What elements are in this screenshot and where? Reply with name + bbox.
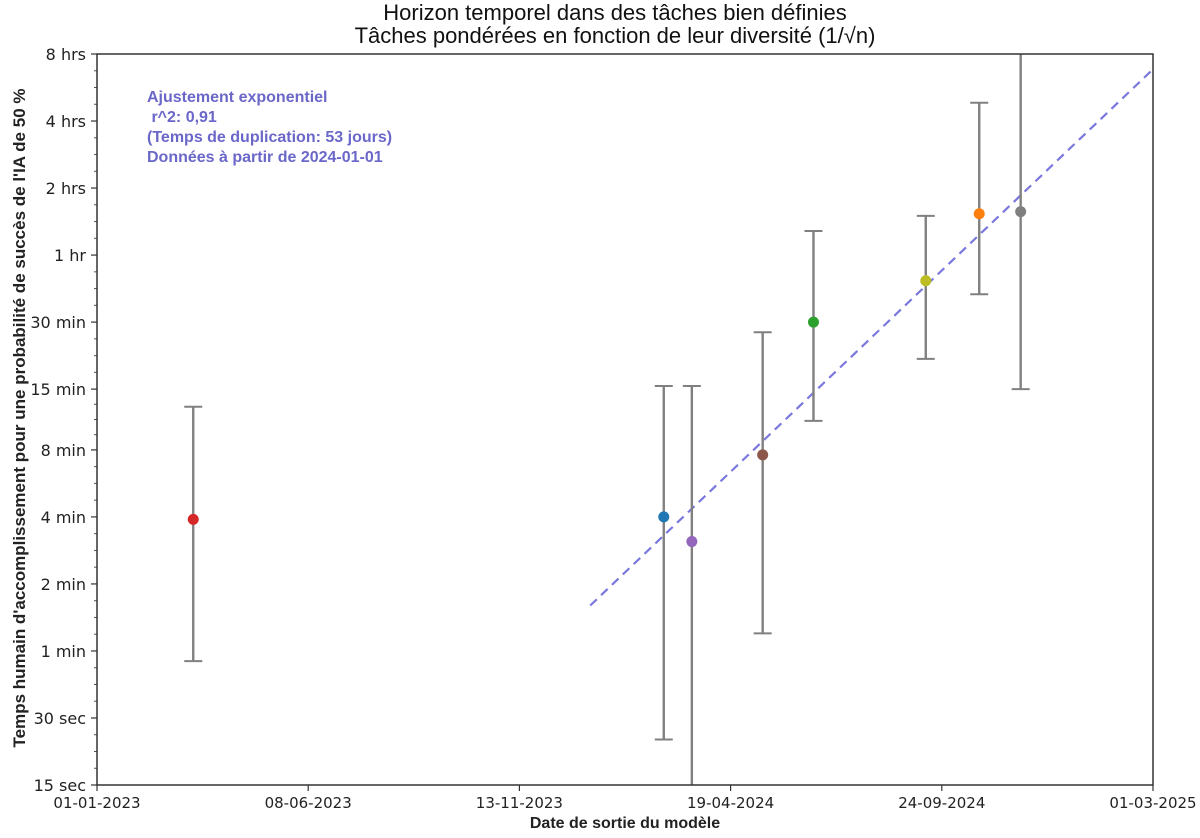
- y-tick-label: 30 sec: [34, 709, 86, 728]
- data-point-marker: [920, 275, 932, 287]
- data-points: [184, 54, 1030, 785]
- x-axis-ticks: 01-01-2023 08-06-2023 13-11-2023 19-04-2024…: [53, 785, 1197, 812]
- data-point-group: [916, 214, 935, 360]
- data-point-marker: [807, 316, 819, 328]
- annotation-line: Données à partir de 2024-01-01: [147, 149, 383, 166]
- x-axis-label: Date de sortie du modèle: [529, 815, 721, 832]
- y-tick-label: 1 hr: [54, 246, 86, 265]
- chart-title: Horizon temporel dans des tâches bien dé…: [383, 0, 847, 25]
- y-tick-label: 2 hrs: [46, 179, 86, 198]
- y-tick-label: 4 min: [41, 508, 86, 527]
- y-tick-label: 2 min: [41, 575, 86, 594]
- data-point-group: [804, 229, 823, 422]
- annotation-line: (Temps de duplication: 53 jours): [147, 129, 393, 146]
- data-point-marker: [757, 449, 769, 461]
- data-point-group: [1011, 54, 1030, 391]
- y-tick-label: 30 min: [30, 313, 86, 332]
- data-point-group: [654, 384, 673, 741]
- fit-annotation: Ajustement exponentiel r^2: 0,91 (Temps …: [147, 88, 392, 168]
- x-tick-label: 08-06-2023: [265, 794, 352, 812]
- data-point-marker: [187, 513, 199, 525]
- y-axis-ticks: 8 hrs 4 hrs 2 hrs 1 hr 30 min 15 min 8 min 4 mi…: [30, 45, 97, 795]
- data-point-group: [184, 405, 203, 663]
- data-point-marker: [658, 511, 670, 523]
- chart-subtitle: Tâches pondérées en fonction de leur div…: [354, 23, 876, 48]
- data-point-group: [682, 384, 701, 785]
- y-tick-label: 8 hrs: [46, 45, 86, 64]
- data-point-group: [970, 101, 989, 296]
- x-tick-label: 01-01-2023: [53, 794, 140, 812]
- data-point-marker: [1015, 206, 1027, 218]
- exponential-fit-line: [589, 68, 1154, 607]
- data-point-marker: [973, 208, 985, 220]
- data-point-group: [753, 331, 772, 635]
- x-tick-label: 13-11-2023: [476, 794, 563, 812]
- annotation-line: Ajustement exponentiel: [147, 89, 328, 106]
- y-tick-label: 8 min: [41, 441, 86, 460]
- y-tick-label: 15 min: [30, 380, 86, 399]
- y-tick-label: 15 sec: [34, 776, 86, 795]
- x-tick-label: 01-03-2025: [1109, 794, 1196, 812]
- x-tick-label: 24-09-2024: [898, 794, 985, 812]
- data-point-marker: [686, 536, 698, 548]
- axes-frame: [96, 53, 1154, 786]
- y-tick-label: 4 hrs: [46, 112, 86, 131]
- annotation-line: r^2: 0,91: [147, 109, 217, 126]
- x-tick-label: 19-04-2024: [687, 794, 774, 812]
- y-tick-label: 1 min: [41, 642, 86, 661]
